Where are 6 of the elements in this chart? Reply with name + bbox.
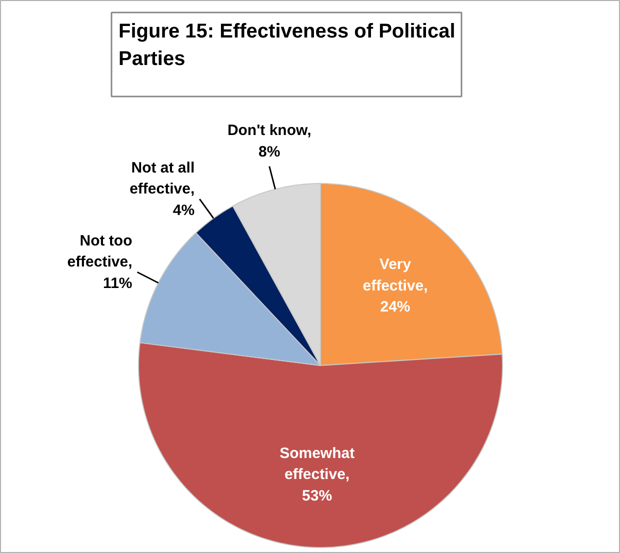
slice-label: Not at all effective, 4% — [130, 159, 195, 219]
slice-label: Don't know, 8% — [227, 122, 312, 160]
slice-label: Not too effective, 11% — [67, 232, 132, 292]
slice-label: Somewhat effective, 53% — [280, 444, 355, 504]
chart-title: Figure 15: Effectiveness of Political Parties — [118, 20, 456, 70]
slice-label: Very effective, 24% — [362, 256, 428, 316]
